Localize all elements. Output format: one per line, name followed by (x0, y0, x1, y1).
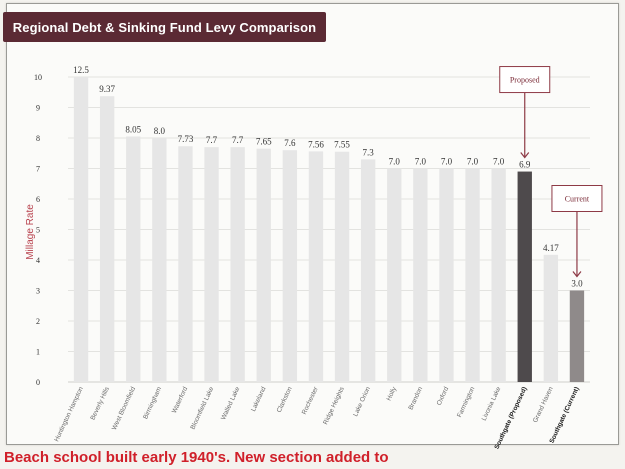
x-tick-label: Ridge Heights (322, 385, 346, 426)
y-tick-label: 10 (34, 73, 42, 82)
bar-value-label: 7.3 (363, 147, 375, 157)
bar-value-label: 12.5 (73, 65, 89, 75)
bar-value-label: 7.7 (232, 135, 244, 145)
y-tick-label: 5 (36, 226, 40, 235)
callout-label: Proposed (510, 76, 540, 85)
x-tick-label: Holly (386, 385, 399, 402)
chart-title: Regional Debt & Sinking Fund Levy Compar… (3, 12, 326, 42)
photo-caption: Beach school built early 1940's. New sec… (4, 449, 389, 466)
bar (569, 290, 585, 382)
bar-value-label: 7.65 (256, 137, 272, 147)
bar (126, 136, 141, 382)
bar (465, 168, 480, 382)
x-tick-label: Farmington (456, 386, 476, 419)
y-tick-label: 4 (36, 256, 40, 265)
bar (230, 147, 245, 382)
bar-value-label: 9.37 (99, 84, 115, 94)
bar (282, 150, 298, 382)
y-tick-label: 6 (36, 195, 40, 204)
bar (543, 254, 559, 382)
bar (152, 138, 167, 382)
y-tick-label: 7 (36, 165, 40, 174)
x-tick-label: Grand Haven (532, 386, 555, 424)
x-tick-label: Livonia Lake (481, 386, 503, 422)
bar (517, 171, 532, 382)
bar-value-label: 8.05 (125, 124, 141, 134)
x-tick-label: Birmingham (142, 386, 163, 420)
bar (334, 151, 350, 382)
callout-label: Current (565, 195, 590, 204)
bar (387, 168, 402, 382)
x-tick-label: Walled Lake (220, 386, 242, 422)
bar (204, 147, 219, 382)
bar (491, 168, 506, 382)
bar-value-label: 7.0 (389, 157, 401, 167)
x-tick-label: Bloomfield Lake (189, 386, 215, 431)
y-tick-label: 0 (36, 378, 40, 387)
x-tick-label: Clarkston (276, 386, 294, 414)
x-tick-label: Brandon (407, 386, 424, 412)
y-tick-label: 2 (36, 317, 40, 326)
y-tick-label: 9 (36, 104, 40, 113)
bar-value-label: 7.56 (308, 139, 324, 149)
callout-arrow-head (572, 271, 582, 278)
y-axis-label: Millage Rate (25, 204, 36, 260)
bar-value-label: 7.6 (284, 138, 296, 148)
bar (99, 96, 115, 382)
bar (178, 146, 193, 382)
bar-value-label: 7.73 (178, 134, 194, 144)
bar-value-label: 7.0 (415, 157, 427, 167)
x-tick-label: Beverly Hills (90, 385, 112, 421)
x-tick-label: Southgate (Current) (548, 386, 580, 445)
x-tick-label: Waterford (171, 386, 189, 415)
bar (73, 77, 89, 382)
y-tick-label: 1 (36, 348, 40, 357)
bar (308, 151, 324, 382)
bar-value-label: 3.0 (571, 279, 583, 289)
bar-value-label: 6.9 (519, 160, 531, 170)
bar-value-label: 7.0 (493, 157, 505, 167)
bar (439, 168, 454, 382)
callout-box (499, 66, 551, 94)
x-tick-label: Lakeland (250, 386, 268, 413)
bar (413, 168, 428, 382)
bar-value-label: 4.17 (543, 243, 559, 253)
bar-value-label: 7.0 (467, 157, 479, 167)
y-tick-label: 3 (36, 287, 40, 296)
bars-layer (73, 77, 585, 382)
x-tick-label: Lake Orion (352, 386, 372, 418)
x-tick-label: Oxford (436, 386, 451, 407)
bar-value-label: 7.0 (441, 157, 453, 167)
bar-value-label: 7.55 (334, 140, 350, 150)
callout-arrow-head (520, 152, 530, 159)
bar-value-label: 7.7 (206, 135, 218, 145)
bar (360, 159, 376, 382)
x-tick-label: Huntington Hampton (53, 386, 85, 443)
grid-layer (68, 76, 590, 383)
x-tick-label: West Bloomfield (111, 386, 137, 432)
x-tick-label: Rochester (301, 385, 320, 416)
bar-value-label: 8.0 (154, 126, 166, 136)
callout-layer: Proposed Current (499, 66, 603, 278)
y-tick-label: 8 (36, 134, 40, 143)
bar (256, 148, 271, 382)
